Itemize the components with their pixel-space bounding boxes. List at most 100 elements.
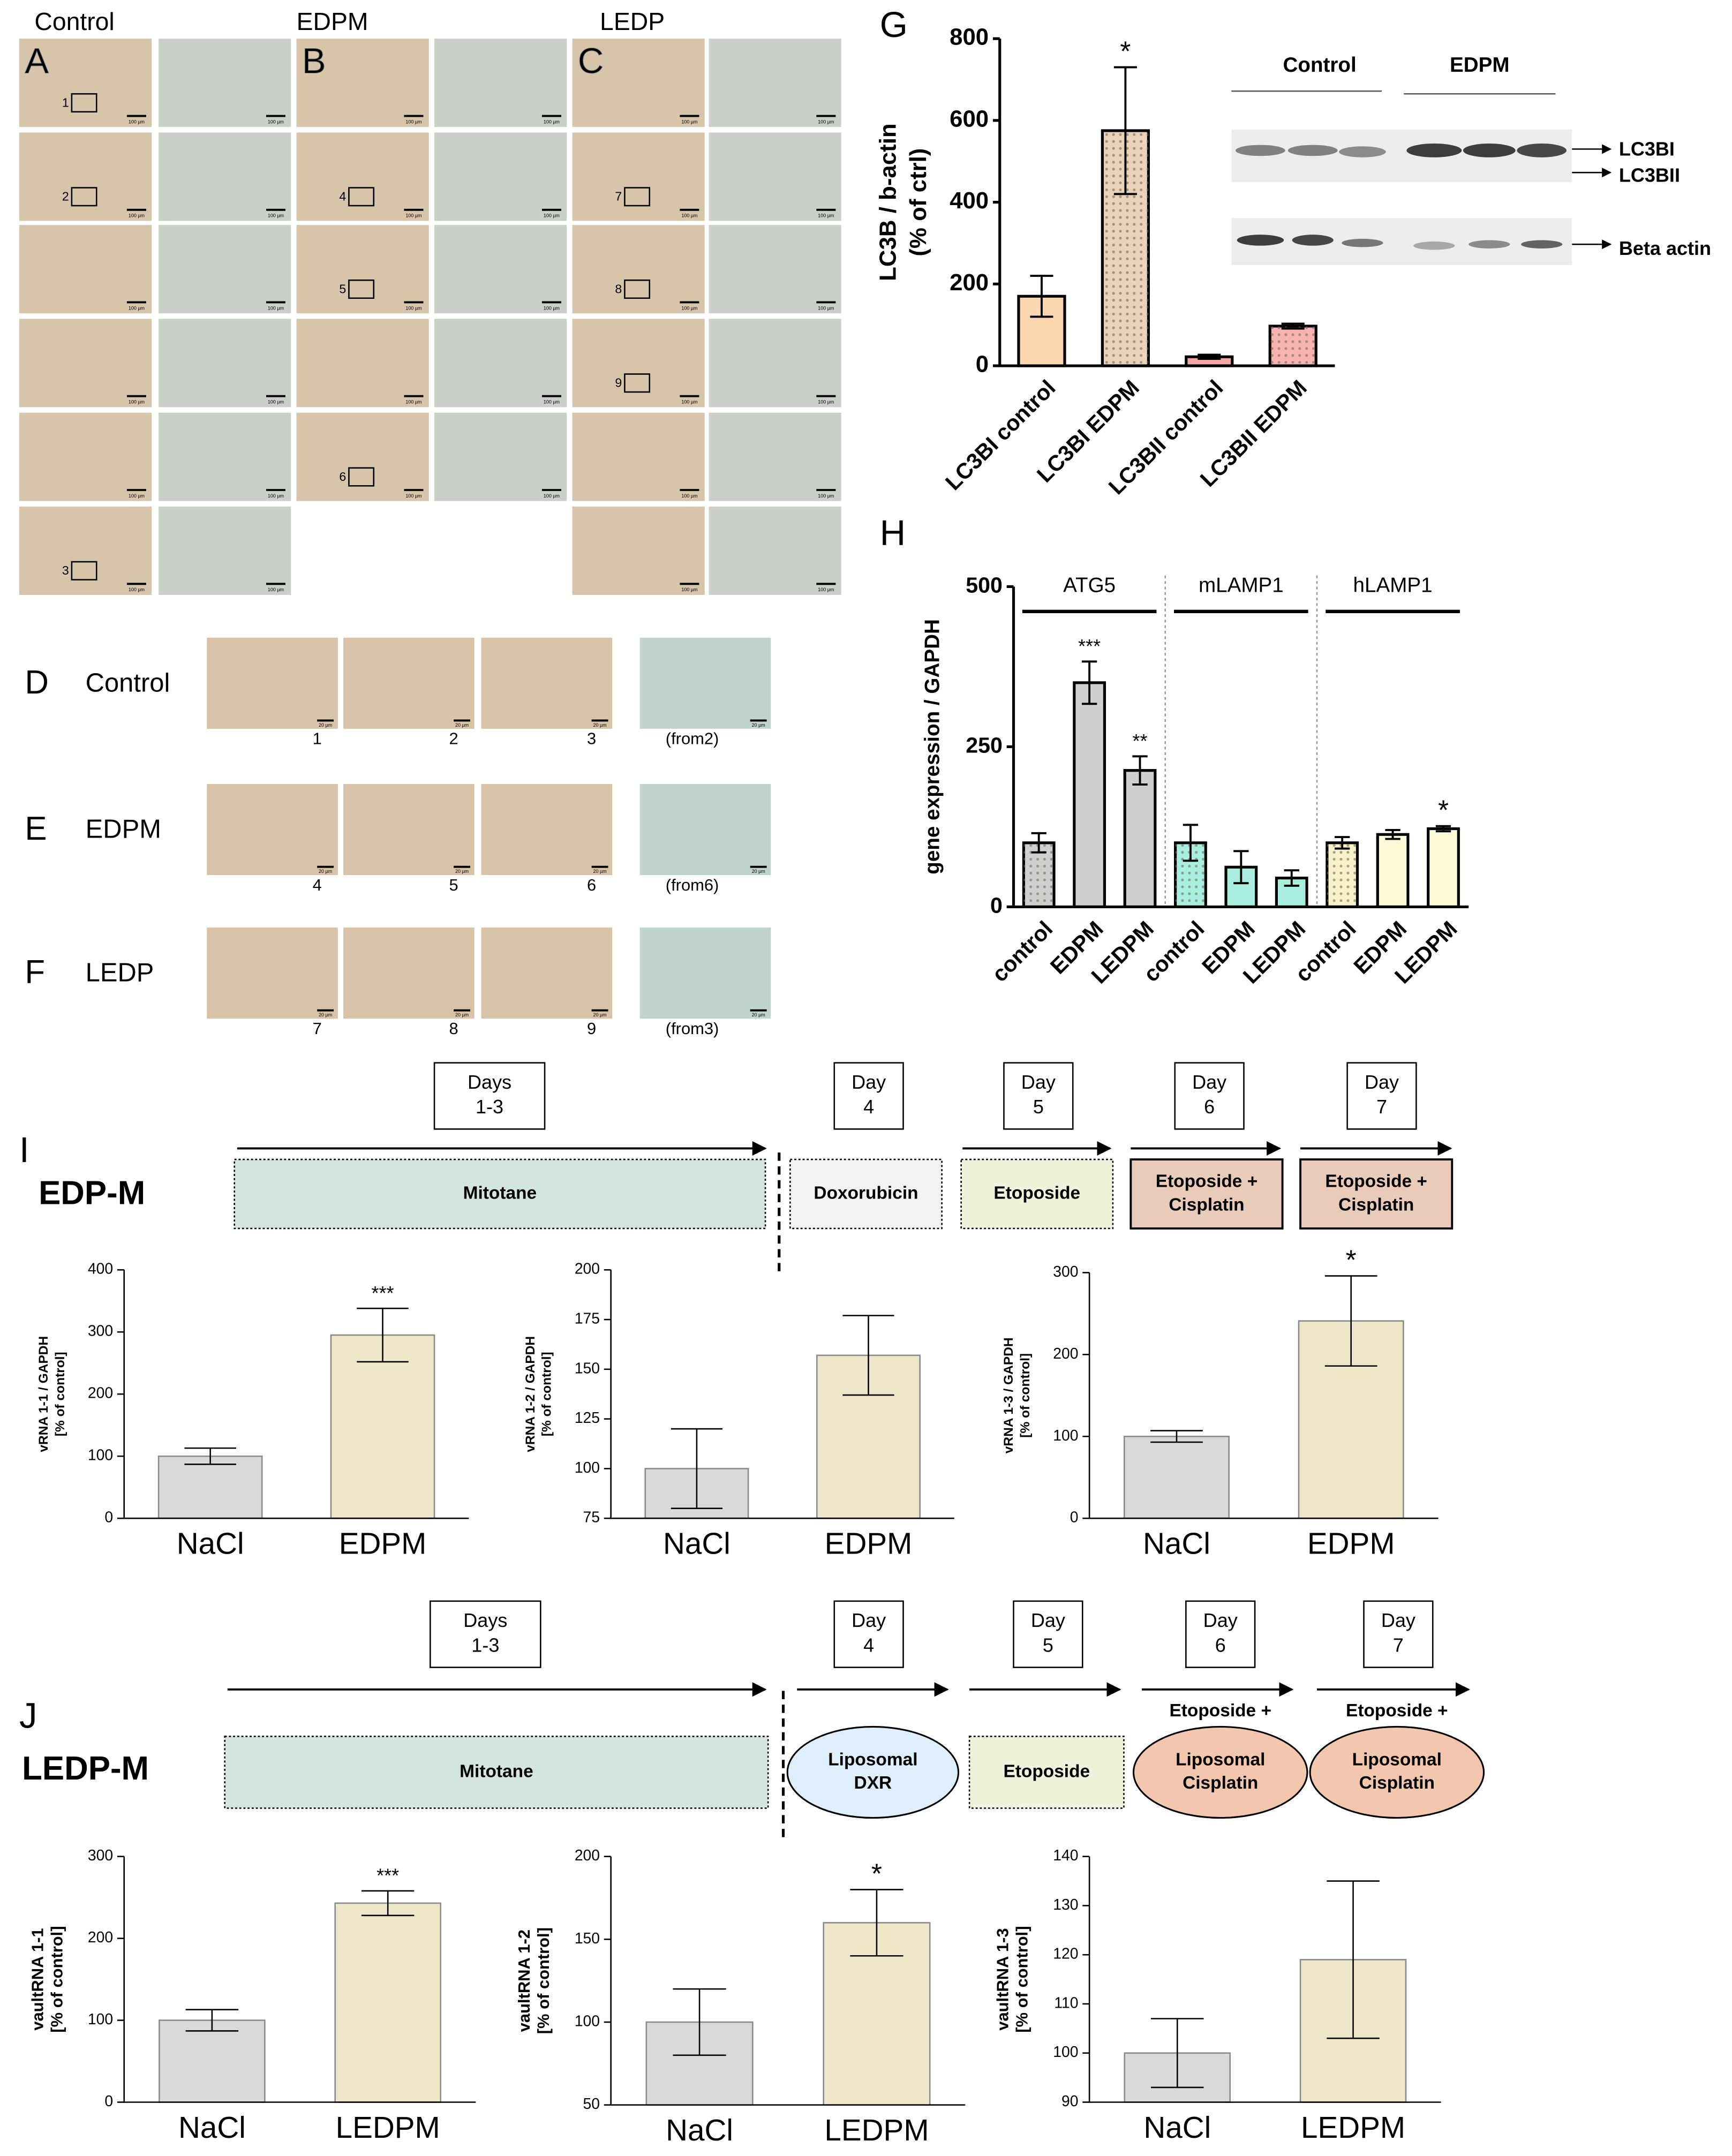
scale-label: 100 µm [818,213,834,218]
error-bar [842,1315,894,1396]
micrograph [207,928,338,1019]
micrograph [343,928,475,1019]
axes [1088,1856,1441,2103]
error-bar [184,1447,236,1465]
error-bar [1335,836,1350,850]
scale-label: 100 µm [129,305,145,311]
bar-pattern [1327,842,1358,907]
error-bar [1151,2018,1204,2089]
micrograph [709,319,841,408]
row-title: EDPM [86,815,161,844]
blot-group: Control [1283,54,1357,77]
band-label: Beta actin [1619,237,1711,259]
scale-label: 100 µm [681,305,697,311]
micrograph [159,225,291,314]
scale-label: 100 µm [818,305,834,311]
day-label: 7 [1393,1634,1404,1656]
treatment-label: Cisplatin [1338,1195,1414,1215]
scale-label: 100 µm [129,399,145,405]
scale-label: 100 µm [681,213,697,218]
micrograph [343,637,475,729]
image-label: 7 [313,1019,322,1038]
error-bar [1030,275,1053,318]
treatment [786,1725,960,1819]
y-axis-label: (% of ctrl) [905,148,931,257]
group-label: mLAMP1 [1199,574,1284,597]
x-tick-label: NaCl [177,1527,244,1561]
image-label: 4 [313,876,322,894]
error-bar [1198,353,1221,360]
day-label: Day [1021,1071,1056,1093]
micrograph [709,39,841,127]
x-tick-label: LEDPM [824,2114,929,2147]
y-axis-label: vRNA 1-1 / GAPDH [36,1336,51,1452]
day-label: 4 [863,1634,874,1656]
day-box [1346,1062,1417,1130]
axes [1088,1272,1439,1519]
y-tick-label: 110 [1054,1994,1078,2011]
micrograph [709,225,841,314]
day-label: Day [1365,1071,1399,1093]
micrograph [572,225,705,314]
micrograph [572,39,705,127]
x-tick-label: NaCl [666,2114,733,2147]
axes [998,39,1335,367]
micrograph [434,225,567,314]
blot-strip [1231,218,1572,265]
y-axis-label: [% of control] [47,1926,66,2032]
y-tick-label: 200 [575,1261,600,1278]
scale-label: 100 µm [405,493,421,499]
error-bar [1081,660,1097,705]
y-tick-label: 130 [1053,1896,1078,1913]
y-axis-label: vaultRNA 1-2 [515,1929,533,2032]
day-box [1174,1062,1245,1130]
panel-letter: A [25,41,49,81]
bar [334,1902,441,2103]
treatment-label: Etoposide + [1325,1171,1427,1191]
scale-label: 100 µm [268,493,284,499]
micrograph [434,319,567,408]
image-label: 2 [449,729,458,748]
micrograph [434,39,567,127]
error-bar [1183,824,1199,862]
day-box [1013,1600,1083,1668]
y-axis-label: gene expression / GAPDH [921,619,944,875]
group-title: LEDP [600,7,665,35]
protocol-name: LEDP-M [22,1750,149,1787]
error-bar [1327,1880,1380,2039]
image-label: (from2) [666,729,719,748]
treatment [1299,1158,1454,1230]
image-label: 1 [313,729,322,748]
day-label: Days [468,1071,511,1093]
region-label: 5 [339,282,346,296]
bar-pattern [1270,326,1316,366]
axes [1012,586,1469,908]
x-tick-label: NaCl [1143,1527,1210,1561]
treatment-label: Etoposide [993,1183,1080,1203]
scale-label: 100 µm [268,305,284,311]
region-label: 9 [615,376,622,390]
scale-label: 20 µm [752,1012,765,1017]
error-bar [361,1890,415,1917]
day-label: 5 [1043,1634,1053,1656]
scale-label: 100 µm [129,213,145,218]
error-bar [1284,869,1299,887]
micrograph [709,132,841,221]
image-label: 6 [587,876,596,894]
y-tick-label: 0 [1070,1509,1079,1526]
micrograph [296,225,429,314]
error-bar [671,1428,723,1509]
bar [1123,1435,1230,1519]
scale-label: 100 µm [681,119,697,124]
panel-letter: C [578,41,604,81]
micrograph [572,132,705,221]
scale-label: 100 µm [129,119,145,124]
bar [1073,681,1106,908]
scale-label: 100 µm [129,493,145,499]
micrograph [434,132,567,221]
significance: * [871,1858,882,1889]
scale-label: 100 µm [818,493,834,499]
treatment [968,1736,1125,1809]
region-label: 1 [62,95,69,109]
day-label: 7 [1376,1096,1387,1118]
